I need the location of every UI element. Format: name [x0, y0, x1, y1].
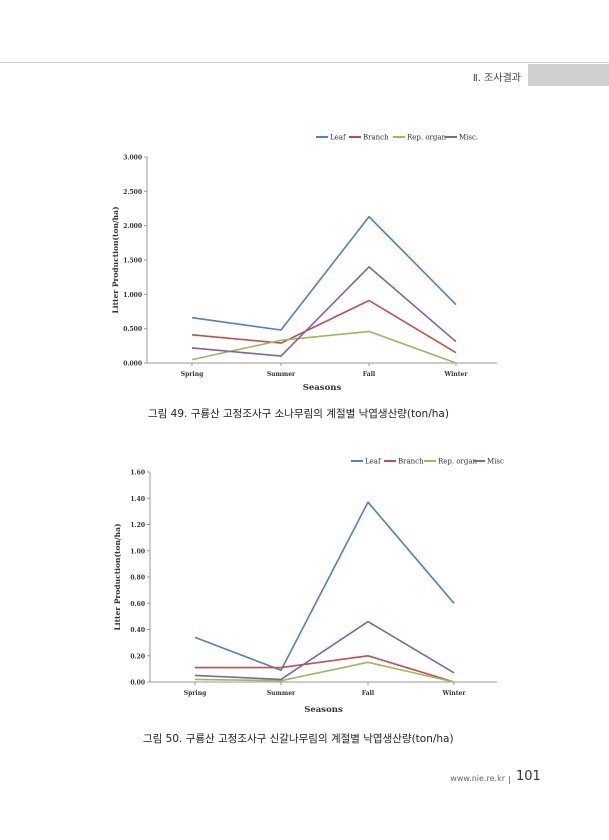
figure-caption-49: 그림 49. 구룡산 고정조사구 소나무림의 계절별 낙엽생산량(ton/ha)	[148, 408, 449, 420]
legend-label: Rep. organ	[438, 458, 478, 466]
y-tick-label: 1.00	[130, 548, 145, 555]
legend-label: Leaf	[365, 458, 382, 466]
y-tick-label: 1.20	[130, 522, 145, 529]
y-tick-label: 1.000	[123, 292, 142, 299]
series-line-leaf	[191, 215, 457, 331]
y-tick-label: 2.500	[123, 189, 142, 196]
y-axis-title: Litter Production(ton/ha)	[111, 206, 120, 313]
x-tick-label: Spring	[181, 371, 204, 378]
y-tick-label: 0.20	[130, 653, 145, 660]
x-axis-title: Seasons	[304, 705, 343, 715]
chart-svg: 0.000 0.500 1.000 1.500 2.000 2.500 3.000 Sprin…	[111, 134, 497, 393]
figure-caption-50: 그림 50. 구룡산 고정조사구 신갈나무림의 계절별 낙엽생산량(ton/ha…	[143, 733, 454, 745]
legend-label: Leaf	[330, 134, 347, 142]
x-tick-label: Winter	[443, 371, 468, 378]
y-tick-label: 2.000	[123, 223, 142, 230]
y-tick-label: 0.40	[130, 627, 145, 634]
series-line-leaf	[194, 501, 455, 671]
y-tick-label: 0.000	[123, 361, 142, 368]
footer-url: www.nie.re.kr	[450, 774, 505, 783]
x-tick-label: Fall	[362, 690, 375, 697]
section-label: Ⅱ. 조사결과	[472, 73, 521, 84]
y-axis-title: Litter Production(ton/ha)	[113, 523, 122, 630]
y-tick-label: 3.000	[123, 155, 142, 162]
x-tick-label: Winter	[441, 690, 466, 697]
header-rule	[0, 62, 609, 63]
x-tick-label: Summer	[267, 371, 296, 378]
y-tick-label: 1.40	[130, 496, 145, 503]
x-tick-label: Fall	[363, 371, 376, 378]
y-tick-label: 0.60	[130, 601, 145, 608]
section-tab	[528, 64, 609, 86]
series-line-branch	[195, 655, 455, 683]
y-tick-label: 0.00	[130, 680, 145, 687]
chart-pine-forest: 0.000 0.500 1.000 1.500 2.000 2.500 3.000 Sprin…	[0, 120, 609, 405]
series-line-misc	[194, 620, 455, 681]
series-line-misc	[191, 266, 457, 357]
x-axis-title: Seasons	[303, 383, 342, 393]
legend-label: Misc	[487, 458, 504, 466]
footer-separator	[509, 776, 510, 784]
x-tick-label: Summer	[267, 690, 296, 697]
legend-label: Branch	[363, 134, 389, 142]
series-line-rep-organ	[194, 661, 455, 683]
x-tick-label: Spring	[184, 690, 207, 697]
legend-label: Misc.	[459, 134, 478, 142]
chart-oak-forest: 0.00 0.20 0.40 0.60 0.80 1.00 1.20 1.40 1.60 Spri…	[0, 450, 609, 725]
legend-label: Branch	[398, 458, 424, 466]
y-tick-label: 1.500	[123, 258, 142, 265]
page-number: 101	[516, 769, 541, 784]
chart-svg: 0.00 0.20 0.40 0.60 0.80 1.00 1.20 1.40 1.60 Spri…	[113, 458, 504, 716]
series-line-rep-organ	[191, 330, 457, 364]
y-tick-label: 1.60	[130, 470, 145, 477]
series-line-branch	[191, 299, 457, 354]
y-tick-label: 0.80	[130, 575, 145, 582]
y-tick-label: 0.500	[123, 326, 142, 333]
legend-label: Rep. organ	[407, 134, 447, 142]
